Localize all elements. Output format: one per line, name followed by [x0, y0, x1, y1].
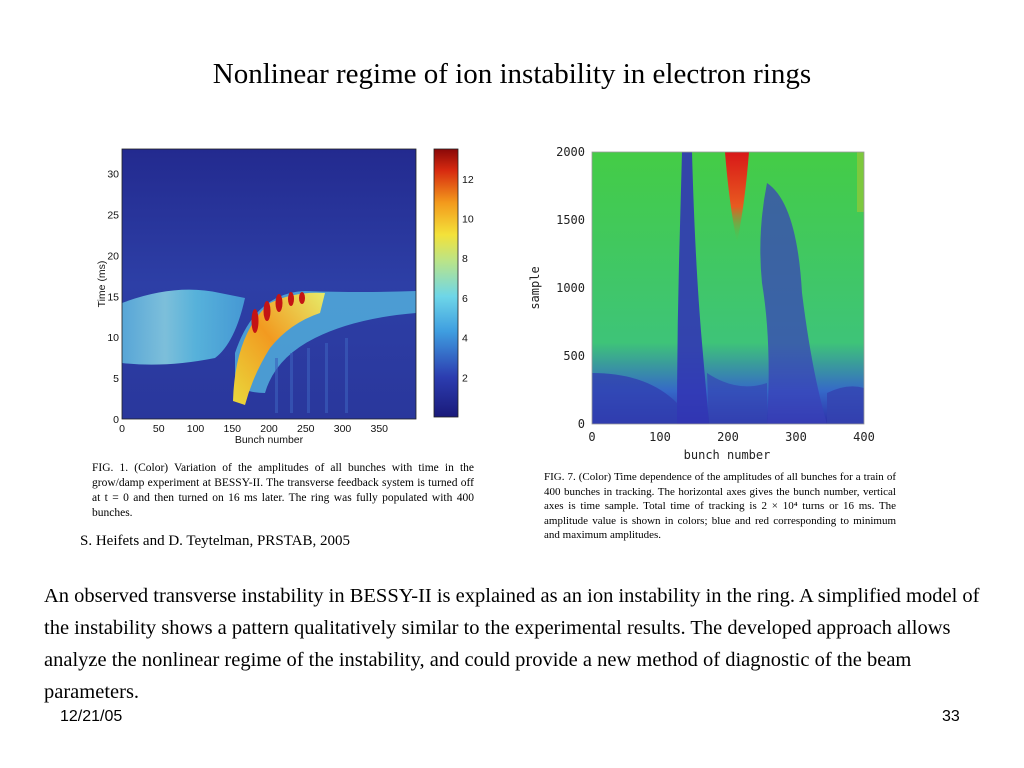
fig1-y-label: Time (ms)	[96, 261, 108, 308]
fig2-y-tick: 1000	[556, 281, 585, 295]
fig1-x-tick: 200	[260, 423, 278, 435]
fig1-y-tick: 30	[107, 169, 119, 181]
figure-1-heatmap: 0 50 100 150 200 250 300 350 0 5 10 15 20 25 30 2 4 6 8 1…	[96, 148, 474, 446]
figure-1: 0 50 100 150 200 250 300 350 0 5 10 15 20 25 30 2 4 6 8 1…	[95, 143, 477, 448]
fig1-x-ticks: 0 50 100 150 200 250 300 350	[119, 423, 388, 435]
fig2-x-tick: 100	[649, 430, 671, 444]
figure-2-caption: FIG. 7. (Color) Time dependence of the a…	[544, 471, 896, 541]
fig2-y-tick: 1500	[556, 213, 585, 227]
slide-title: Nonlinear regime of ion instability in e…	[212, 58, 812, 90]
body-text: An observed transverse instability in BE…	[44, 585, 980, 703]
fig1-y-tick: 25	[107, 209, 119, 221]
page-number: 33	[942, 708, 960, 725]
fig2-x-ticks: 0 100 200 300 400	[588, 430, 874, 444]
fig2-y-tick: 2000	[556, 145, 585, 159]
fig1-x-tick: 250	[297, 423, 315, 435]
fig2-x-tick: 400	[853, 430, 875, 444]
fig1-colorbar-ticks: 2 4 6 8 10 12	[462, 174, 474, 385]
fig1-y-tick: 20	[107, 250, 119, 262]
fig2-x-label: bunch number	[684, 448, 771, 462]
fig1-colorbar-tick: 4	[462, 333, 468, 345]
fig1-x-tick: 50	[153, 423, 165, 435]
fig1-y-ticks: 0 5 10 15 20 25 30	[107, 169, 119, 426]
fig2-x-tick: 300	[785, 430, 807, 444]
fig1-colorbar-tick: 10	[462, 213, 474, 225]
fig2-y-tick: 500	[563, 349, 585, 363]
fig1-y-tick: 0	[113, 414, 119, 426]
fig1-colorbar-tick: 8	[462, 253, 468, 265]
fig1-x-tick: 100	[187, 423, 205, 435]
figure-2: 0 100 200 300 400 0 500 1000 1500 2000 bunch num…	[527, 143, 879, 463]
fig2-y-ticks: 0 500 1000 1500 2000	[556, 145, 585, 431]
fig1-y-tick: 10	[107, 332, 119, 344]
fig2-x-tick: 0	[588, 430, 595, 444]
fig1-colorbar-tick: 2	[462, 372, 468, 384]
fig1-y-tick: 5	[113, 373, 119, 385]
fig1-colorbar-tick: 6	[462, 293, 468, 305]
fig1-colorbar-tick: 12	[462, 174, 474, 186]
fig1-x-tick: 0	[119, 423, 125, 435]
fig2-y-tick: 0	[578, 417, 585, 431]
fig1-x-tick: 300	[334, 423, 352, 435]
fig2-x-tick: 200	[717, 430, 739, 444]
fig2-y-label: sample	[528, 266, 542, 309]
figure-2-heatmap: 0 100 200 300 400 0 500 1000 1500 2000 bunch num…	[528, 145, 875, 462]
fig1-x-tick: 150	[223, 423, 241, 435]
fig1-x-tick: 350	[370, 423, 388, 435]
figure-1-caption: FIG. 1. (Color) Variation of the amplitu…	[92, 462, 474, 519]
citation: S. Heifets and D. Teytelman, PRSTAB, 200…	[80, 533, 350, 549]
fig1-y-tick: 15	[107, 291, 119, 303]
footer-date: 12/21/05	[60, 708, 123, 725]
fig1-x-label: Bunch number	[235, 434, 304, 446]
